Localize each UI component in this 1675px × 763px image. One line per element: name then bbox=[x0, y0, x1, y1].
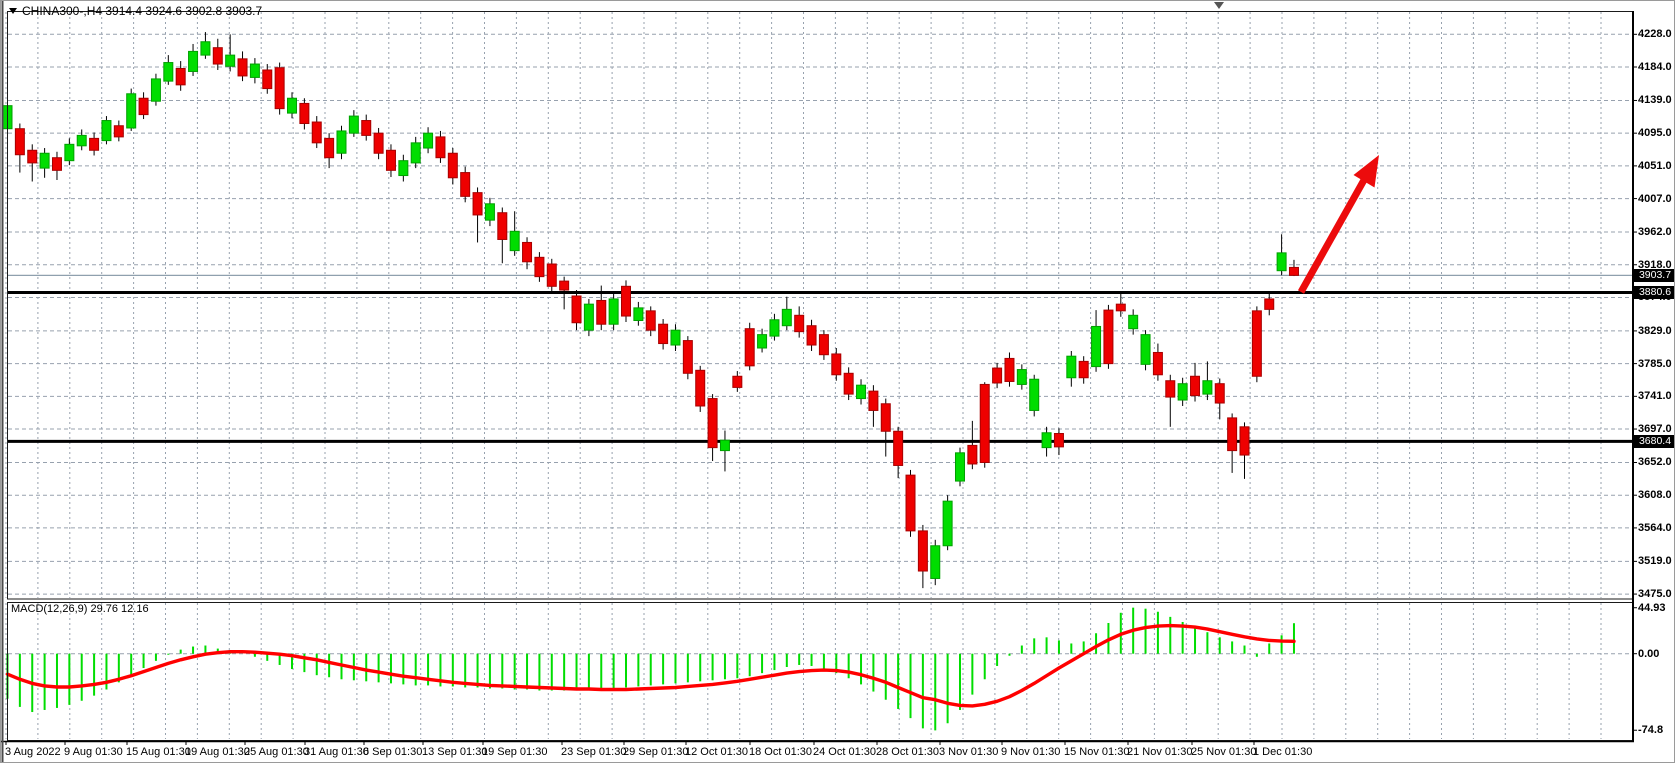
time-tick-label: 21 Nov 01:30 bbox=[1127, 746, 1193, 758]
price-tick-label: 3475.0 bbox=[1638, 588, 1672, 601]
symbol-dropdown-icon[interactable] bbox=[9, 8, 17, 14]
time-tick-label: 13 Sep 01:30 bbox=[422, 746, 488, 758]
macd-histogram bbox=[6, 607, 1295, 731]
time-tick-label: 15 Aug 01:30 bbox=[126, 746, 191, 758]
time-tick-label: 25 Aug 01:30 bbox=[244, 746, 309, 758]
price-tick-label: 3918.0 bbox=[1638, 258, 1672, 271]
time-tick-label: 9 Aug 01:30 bbox=[64, 746, 123, 758]
price-badge-3680.4: 3680.4 bbox=[1634, 434, 1674, 448]
time-tick-label: 19 Sep 01:30 bbox=[482, 746, 548, 758]
macd-tick-label: 44.93 bbox=[1638, 601, 1666, 614]
time-tick-label: 31 Aug 01:30 bbox=[304, 746, 369, 758]
price-badge-3903.7: 3903.7 bbox=[1634, 268, 1674, 282]
price-tick-label: 3519.0 bbox=[1638, 555, 1672, 568]
chart-title-text: CHINA300-,H4 3914.4 3924.6 3902.8 3903.7 bbox=[22, 4, 263, 18]
time-tick-label: 3 Nov 01:30 bbox=[939, 746, 999, 758]
price-tick-label: 4007.0 bbox=[1638, 192, 1672, 205]
time-tick-label: 29 Sep 01:30 bbox=[623, 746, 689, 758]
time-tick-label: 9 Nov 01:30 bbox=[1001, 746, 1061, 758]
price-tick-label: 4228.0 bbox=[1638, 28, 1672, 41]
price-tick-label: 3564.0 bbox=[1638, 521, 1672, 534]
time-tick-label: 6 Sep 01:30 bbox=[363, 746, 423, 758]
chart-shift-marker-icon[interactable] bbox=[1214, 2, 1224, 9]
macd-indicator-label: MACD(12,26,9) 29.76 12.16 bbox=[11, 603, 149, 615]
price-tick-label: 3829.0 bbox=[1638, 324, 1672, 337]
chart-title: CHINA300-,H4 3914.4 3924.6 3902.8 3903.7 bbox=[9, 4, 262, 18]
macd-signal-line bbox=[5, 623, 1296, 708]
price-tick-label: 3962.0 bbox=[1638, 226, 1672, 239]
time-tick-label: 24 Oct 01:30 bbox=[813, 746, 876, 758]
time-tick-label: 19 Aug 01:30 bbox=[185, 746, 250, 758]
macd-tick-label: -74.8 bbox=[1638, 724, 1664, 737]
time-tick-label: 25 Nov 01:30 bbox=[1191, 746, 1257, 758]
time-tick-label: 15 Nov 01:30 bbox=[1064, 746, 1130, 758]
price-tick-label: 3741.0 bbox=[1638, 390, 1672, 403]
macd-tick-label: 0.00 bbox=[1638, 647, 1660, 660]
price-badge-3880.6: 3880.6 bbox=[1634, 286, 1674, 300]
price-tick-label: 3608.0 bbox=[1638, 489, 1672, 502]
price-tick-label: 4051.0 bbox=[1638, 159, 1672, 172]
time-tick-label: 23 Sep 01:30 bbox=[561, 746, 627, 758]
price-tick-label: 4184.0 bbox=[1638, 61, 1672, 73]
time-tick-label: 28 Oct 01:30 bbox=[876, 746, 939, 758]
trend-arrow-up[interactable] bbox=[1297, 155, 1379, 294]
time-tick-label: 18 Oct 01:30 bbox=[749, 746, 812, 758]
price-tick-label: 3652.0 bbox=[1638, 456, 1672, 469]
price-tick-label: 4139.0 bbox=[1638, 94, 1672, 107]
price-tick-label: 4095.0 bbox=[1638, 127, 1672, 140]
time-tick-label: 12 Oct 01:30 bbox=[685, 746, 748, 758]
time-tick-label: 1 Dec 01:30 bbox=[1253, 746, 1313, 758]
price-tick-label: 3697.0 bbox=[1638, 423, 1672, 436]
candlestick-series bbox=[2, 32, 1299, 589]
price-tick-label: 3785.0 bbox=[1638, 357, 1672, 370]
time-tick-label: 3 Aug 2022 bbox=[5, 746, 61, 758]
